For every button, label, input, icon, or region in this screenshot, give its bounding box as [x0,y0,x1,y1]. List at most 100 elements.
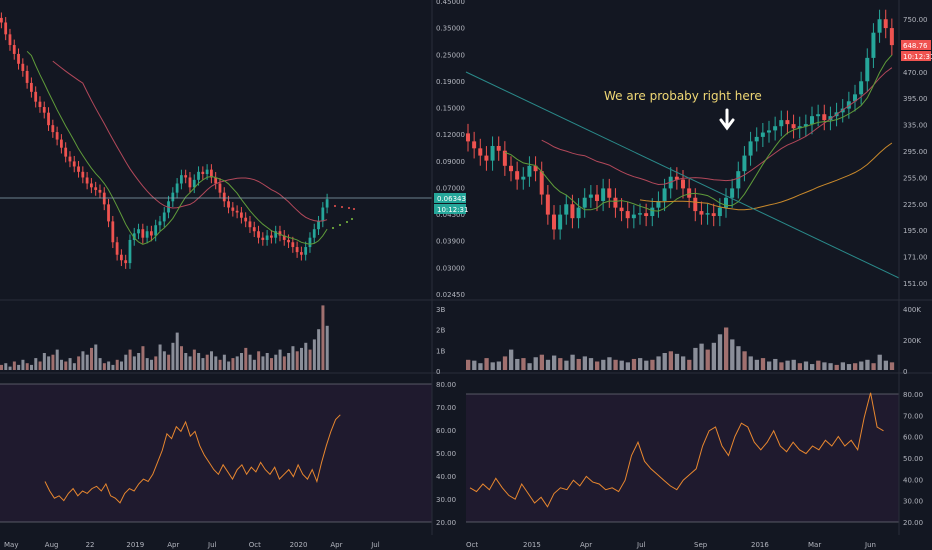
right-timer-box [901,51,931,61]
volume-tick-label: 0 [436,368,440,376]
candle [509,165,513,172]
volume-bar [515,358,520,370]
volume-bar [625,362,631,370]
candle [601,188,606,201]
ma-green-line [504,54,893,212]
candle [261,237,265,240]
candle [638,213,642,215]
left-price-label: 0.06343 [437,195,466,203]
price-tick-label: 225.00 [903,201,928,209]
volume-bar [171,342,175,370]
projection-dot [351,218,353,220]
left-price-pane[interactable] [0,12,468,301]
rsi-tick-label: 60.00 [436,427,456,435]
candle [210,169,213,178]
candle [295,247,299,253]
candle [47,112,50,126]
candle [304,247,308,255]
candle [115,242,119,255]
time-tick-label: Aug [45,541,59,549]
volume-bar [730,339,735,370]
volume-bar [564,360,569,370]
candle [287,239,290,243]
candle [240,212,243,218]
time-tick-label: Apr [580,541,592,549]
volume-bar [613,359,618,370]
right-price-pane[interactable] [465,9,932,301]
left-price-label-box [434,193,466,203]
candle [205,169,209,175]
candle [12,45,16,54]
projection-dot [353,208,355,210]
volume-bar [545,359,551,370]
time-tick-label: Jun [864,541,876,549]
time-tick-label: Oct [466,541,478,549]
candle [197,171,200,180]
right-time-axis[interactable]: Oct 2015 Apr Jul Sep 2016 Mar Jun [466,541,876,549]
candle [846,101,851,109]
candle [687,188,692,198]
candle [662,188,667,201]
candle [742,155,747,172]
time-tick-label: 2015 [523,541,541,549]
candle [17,53,20,64]
volume-bar [64,361,68,370]
volume-bar [227,361,231,370]
volume-bar [132,356,136,370]
volume-bar [12,361,16,370]
volume-bar [308,349,312,370]
candle [828,116,833,121]
projection-dot [339,224,341,226]
price-tick-label: 195.00 [903,227,928,235]
volume-bar [150,359,153,370]
volume-bar [509,349,514,370]
volume-bar [167,354,171,370]
left-chart[interactable]: 0.45000 0.35000 0.25000 0.19000 0.15000 0.120… [0,0,468,549]
volume-bar [693,347,698,370]
volume-bar [192,349,196,370]
candle [631,214,636,219]
rsi-tick-label: 50.00 [436,450,456,458]
candle [619,207,624,212]
rsi-tick-label: 80.00 [436,381,456,389]
volume-bar [188,356,192,370]
volume-bar [231,358,235,370]
volume-bar [871,363,876,370]
candle [68,156,72,162]
left-price-axis[interactable]: 0.45000 0.35000 0.25000 0.19000 0.15000 0.120… [431,0,465,535]
left-time-axis[interactable]: May Aug 22 2019 Apr Jul Oct 2020 Apr Jul [4,541,380,549]
candle [570,204,575,219]
candle [282,235,286,240]
rsi-band [466,394,899,522]
right-chart[interactable]: 750.00550.00470.00395.00335.00295.00255.… [465,0,932,549]
down-arrow-icon [719,108,735,131]
volume-bar [601,359,606,370]
candle [865,57,870,82]
candle [257,231,260,238]
candle [154,225,158,236]
candle [188,177,192,188]
volume-bar [175,332,179,370]
volume-bar [107,361,111,370]
candle [724,197,728,208]
time-tick-label: 2019 [126,541,144,549]
volume-bar [270,358,273,370]
candle [308,237,312,248]
candle [490,145,495,161]
candle [25,70,29,83]
candle [4,22,8,35]
volume-bar [115,359,119,370]
candle [859,81,864,95]
volume-bar [317,329,321,370]
volume-bar [558,358,563,370]
volume-bar [248,354,252,370]
candle [30,82,33,92]
volume-bar [47,356,51,370]
candle [0,17,3,23]
volume-bar [218,359,222,370]
volume-bar [300,347,303,370]
volume-bar [222,354,226,370]
price-tick-label: 0.07000 [436,184,465,192]
right-price-axis[interactable]: 750.00550.00470.00395.00335.00295.00255.… [898,0,928,535]
candle [77,166,80,172]
